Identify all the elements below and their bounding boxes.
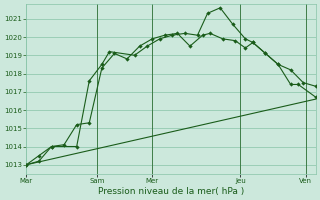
X-axis label: Pression niveau de la mer( hPa ): Pression niveau de la mer( hPa ) bbox=[98, 187, 244, 196]
